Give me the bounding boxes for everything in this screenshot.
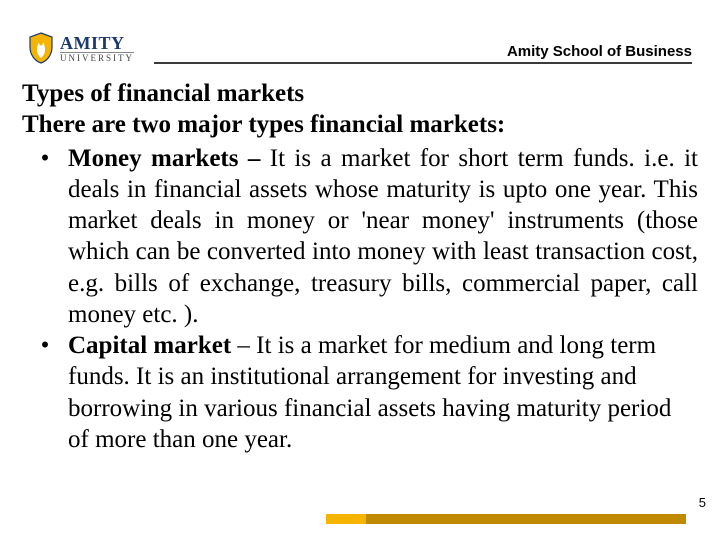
bullet-mark: • — [22, 143, 68, 331]
bullet-item: •Capital market – It is a market for med… — [22, 330, 698, 455]
logo-main-text: AMITY — [60, 34, 134, 52]
bullet-item: •Money markets – It is a market for shor… — [22, 143, 698, 331]
bullet-mark: • — [22, 330, 68, 455]
bullet-body: Money markets – It is a market for short… — [68, 143, 698, 331]
logo: AMITY UNIVERSITY — [28, 32, 134, 64]
header-rule — [154, 62, 692, 64]
header: AMITY UNIVERSITY Amity School of Busines… — [0, 0, 720, 64]
page-number: 5 — [699, 495, 706, 510]
bullet-body: Capital market – It is a market for medi… — [68, 330, 698, 455]
logo-shield-icon — [28, 32, 54, 64]
header-right: Amity School of Business — [154, 43, 692, 64]
footer-accent-bar — [326, 514, 686, 524]
slide-content: Types of financial markets There are two… — [0, 64, 720, 455]
school-label: Amity School of Business — [154, 43, 692, 62]
bullet-list: •Money markets – It is a market for shor… — [22, 143, 698, 456]
slide-title: Types of financial markets — [22, 78, 698, 109]
logo-sub-text: UNIVERSITY — [60, 52, 134, 63]
slide-intro: There are two major types financial mark… — [22, 109, 698, 140]
logo-text: AMITY UNIVERSITY — [60, 34, 134, 63]
bullet-lead: Capital market — [68, 332, 237, 359]
bullet-lead: Money markets – — [68, 145, 270, 172]
